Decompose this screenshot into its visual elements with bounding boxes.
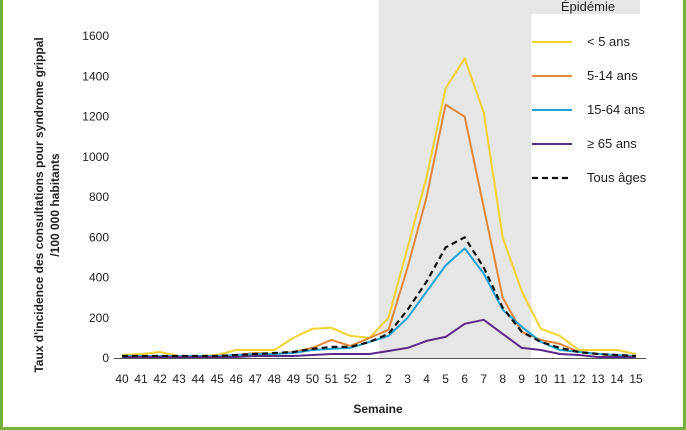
epidemic-period-band xyxy=(379,0,532,358)
x-tick-label: 48 xyxy=(268,372,282,386)
x-tick-label: 44 xyxy=(191,372,205,386)
x-tick-label: 52 xyxy=(344,372,358,386)
x-tick-label: 40 xyxy=(115,372,129,386)
x-axis-title: Semaine xyxy=(353,402,403,416)
x-tick-label: 7 xyxy=(480,372,487,386)
series-line-5 xyxy=(122,236,637,358)
x-tick-label: 6 xyxy=(461,372,468,386)
y-tick-label: 1600 xyxy=(82,29,109,43)
x-tick-label: 4 xyxy=(423,372,430,386)
x-tick-label: 13 xyxy=(591,372,605,386)
x-tick-label: 46 xyxy=(230,372,244,386)
y-tick-label: 600 xyxy=(89,230,109,244)
x-tick-label: 9 xyxy=(518,372,525,386)
x-tick-label: 12 xyxy=(572,372,586,386)
x-tick-label: 2 xyxy=(385,372,392,386)
y-tick-label: 200 xyxy=(89,311,109,325)
x-tick-label: 41 xyxy=(134,372,148,386)
y-tick-label: 400 xyxy=(89,271,109,285)
y-tick-label: 0 xyxy=(102,351,109,365)
x-tick-label: 15 xyxy=(629,372,643,386)
legend-label-1: < 5 ans xyxy=(587,34,631,49)
y-tick-label: 1000 xyxy=(82,150,109,164)
y-tick-label: 1200 xyxy=(82,110,109,124)
legend-label-2: 5-14 ans xyxy=(587,68,638,83)
legend-label-5: Tous âges xyxy=(587,170,647,185)
x-tick-label: 47 xyxy=(249,372,263,386)
x-tick-label: 8 xyxy=(499,372,506,386)
x-tick-label: 51 xyxy=(325,372,339,386)
legend-label-3: 15-64 ans xyxy=(587,102,645,117)
x-tick-label: 50 xyxy=(306,372,320,386)
y-tick-label: 1400 xyxy=(82,69,109,83)
y-tick-label: 800 xyxy=(89,190,109,204)
x-tick-label: 43 xyxy=(172,372,186,386)
y-axis-title-line-2: /100 000 habitants xyxy=(48,153,62,257)
x-tick-label: 5 xyxy=(442,372,449,386)
x-tick-label: 11 xyxy=(554,372,567,386)
x-tick-label: 14 xyxy=(610,372,624,386)
x-tick-label: 45 xyxy=(211,372,225,386)
x-tick-label: 1 xyxy=(366,372,373,386)
x-tick-label: 42 xyxy=(153,372,167,386)
legend-swatch-epidemic xyxy=(530,0,640,14)
legend-label-4: ≥ 65 ans xyxy=(587,136,637,151)
x-tick-label: 3 xyxy=(404,372,411,386)
x-tick-label: 49 xyxy=(287,372,301,386)
legend-label-epidemic: Épidémie xyxy=(561,0,615,14)
y-axis-title-line-1: Taux d'incidence des consultations pour … xyxy=(32,37,46,372)
x-tick-label: 10 xyxy=(534,372,548,386)
